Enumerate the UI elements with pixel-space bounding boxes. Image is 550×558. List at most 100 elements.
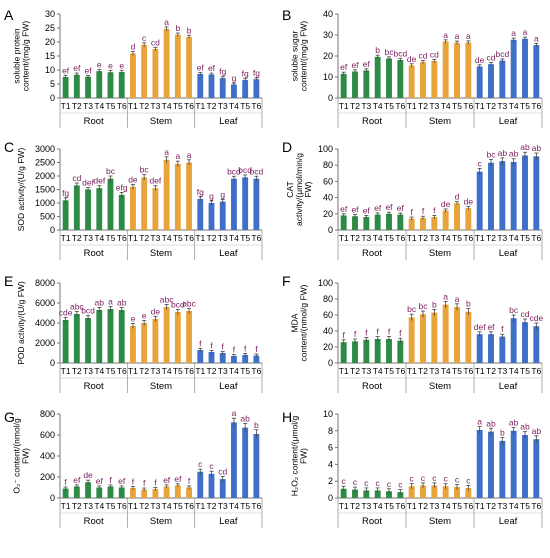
significance-letter: c	[142, 33, 147, 43]
significance-letter: e	[131, 314, 136, 324]
significance-letter: c	[398, 480, 403, 490]
y-tick-label: 200	[40, 472, 55, 482]
bar-stem-t6	[465, 208, 472, 230]
x-tick-label: T2	[139, 233, 149, 243]
bar-stem-t6	[186, 36, 192, 98]
x-tick-label: T6	[117, 101, 127, 111]
significance-letter: f	[354, 329, 357, 339]
significance-letter: ef	[96, 476, 104, 486]
bar-stem-t3	[431, 312, 438, 363]
bar-root-t6	[118, 487, 125, 498]
significance-letter: b	[254, 420, 259, 430]
significance-letter: de	[475, 55, 485, 65]
significance-letter: b	[432, 299, 437, 309]
bar-leaf-t4	[231, 84, 237, 98]
significance-letter: f	[154, 478, 157, 488]
x-tick-label: T6	[395, 101, 405, 111]
x-tick-label: T3	[218, 501, 228, 511]
panel-label: A	[4, 7, 14, 23]
significance-letter: f	[222, 342, 225, 352]
significance-letter: fg	[197, 187, 204, 197]
x-tick-label: T4	[509, 501, 519, 511]
significance-letter: def	[474, 322, 486, 332]
x-tick-label: T2	[486, 101, 496, 111]
bar-leaf-t3	[499, 161, 506, 230]
x-tick-label: T6	[251, 233, 261, 243]
significance-letter: a	[466, 31, 471, 41]
x-tick-label: T4	[162, 366, 172, 376]
x-tick-label: T5	[452, 101, 462, 111]
x-tick-label: T2	[72, 366, 82, 376]
bar-root-t4	[374, 56, 381, 98]
bar-root-t5	[107, 72, 114, 98]
significance-letter: ef	[351, 60, 359, 70]
y-axis-title: soluble protein	[12, 28, 22, 84]
x-tick-label: T4	[373, 366, 383, 376]
x-tick-label: T1	[61, 233, 71, 243]
significance-letter: de	[407, 54, 417, 64]
y-tick-label: 2000	[35, 171, 55, 181]
significance-letter: bcd	[495, 49, 509, 59]
x-tick-label: T1	[128, 233, 138, 243]
x-tick-label: T2	[486, 233, 496, 243]
x-tick-label: T6	[531, 233, 541, 243]
significance-letter: ab	[520, 142, 530, 152]
significance-letter: f	[143, 478, 146, 488]
bar-root-t5	[386, 213, 392, 230]
x-tick-label: T2	[139, 101, 149, 111]
significance-letter: ef	[85, 65, 93, 75]
significance-letter: efg	[116, 182, 128, 192]
y-tick-label: 6000	[35, 298, 55, 308]
x-tick-label: T2	[139, 501, 149, 511]
x-tick-label: T4	[229, 101, 239, 111]
x-tick-label: T6	[395, 501, 405, 511]
x-tick-label: T6	[251, 366, 261, 376]
significance-letter: bcd	[227, 166, 241, 176]
significance-letter: ef	[73, 475, 81, 485]
bar-root-t6	[118, 310, 125, 363]
panel-g: GO₂⁻ content/(nmol/g FW) 0 200 400 600 800 f T1 e…	[4, 408, 263, 528]
x-tick-label: T1	[195, 233, 205, 243]
bar-root-t5	[386, 339, 392, 363]
y-tick-label: 5	[50, 79, 55, 89]
bar-stem-t6	[186, 162, 192, 230]
y-axis-title: H₂O₂ content/(μmol/g	[290, 415, 300, 496]
significance-letter: bc	[385, 47, 395, 57]
group-label-leaf: Leaf	[219, 381, 238, 392]
y-tick-label: 20	[323, 51, 333, 61]
bar-stem-t4	[442, 304, 449, 363]
significance-letter: b	[466, 299, 471, 309]
bar-leaf-t6	[253, 178, 260, 230]
y-tick-label: 25	[45, 23, 55, 33]
bar-root-t3	[85, 189, 91, 230]
significance-letter: ab	[486, 418, 496, 428]
bar-root-t3	[363, 339, 370, 363]
x-tick-label: T2	[418, 101, 428, 111]
significance-letter: ef	[363, 205, 371, 215]
significance-letter: e	[142, 311, 147, 321]
significance-letter: fg	[219, 67, 226, 77]
group-label-leaf: Leaf	[499, 516, 518, 527]
y-axis-title: MDA	[290, 313, 300, 332]
x-tick-label: T4	[229, 501, 239, 511]
x-tick-label: T1	[339, 366, 349, 376]
y-tick-label: 800	[40, 409, 55, 419]
x-tick-label: T4	[162, 233, 172, 243]
x-tick-label: T1	[195, 101, 205, 111]
x-tick-label: T5	[240, 366, 250, 376]
x-tick-label: T2	[418, 501, 428, 511]
significance-letter: a	[232, 408, 237, 418]
y-tick-label: 3000	[35, 144, 55, 154]
significance-letter: c	[198, 459, 203, 469]
bar-root-t1	[340, 488, 347, 498]
significance-letter: cde	[529, 313, 543, 323]
significance-letter: e	[108, 61, 113, 71]
bar-leaf-t3	[499, 440, 506, 498]
bar-stem-t6	[186, 487, 192, 498]
panel-label: H	[282, 409, 292, 425]
group-label-root: Root	[84, 381, 104, 392]
bar-stem-t3	[152, 49, 159, 98]
panel-label: C	[4, 139, 14, 155]
